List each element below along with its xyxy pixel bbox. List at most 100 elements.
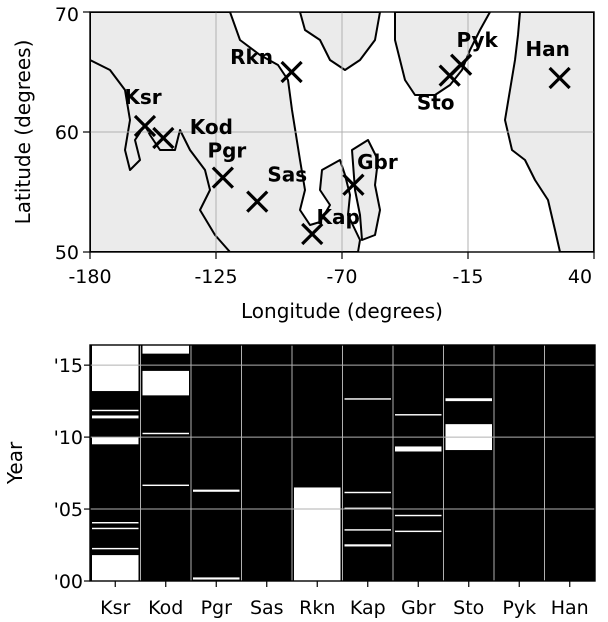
missing-data-gap (92, 409, 139, 412)
x-marker (280, 60, 303, 84)
heatmap-x-tick-label: Sas (250, 597, 284, 619)
station-column-ksr (90, 345, 141, 581)
heatmap-y-tick-label: '00 (54, 571, 83, 593)
map-x-tick-label: -15 (452, 266, 483, 288)
labrador-coast (351, 139, 381, 241)
missing-data-gap (344, 398, 391, 400)
missing-data-gap (92, 555, 139, 581)
missing-data-gap (142, 370, 189, 396)
station-column-kod (140, 345, 191, 581)
station-label: Pyk (456, 28, 498, 52)
missing-data-gap (344, 544, 391, 547)
missing-data-gap (395, 414, 442, 416)
station-marker-gbr: Gbr (342, 150, 398, 196)
map-y-axis-label: Latitude (degrees) (11, 40, 35, 225)
heatmap-x-tick-label: Kap (350, 597, 386, 619)
heatmap-y-axis-label: Year (3, 441, 27, 485)
station-column-gbr (393, 345, 444, 581)
data-available-bar (443, 345, 494, 581)
x-marker (301, 222, 324, 246)
station-marker-pyk: Pyk (449, 28, 499, 76)
x-marker (449, 53, 473, 76)
missing-data-gap (344, 529, 391, 531)
heatmap-frame (89, 344, 596, 582)
greenland-iceland (394, 12, 491, 96)
x-marker (152, 126, 175, 150)
heatmap-y-tick-label: '10 (54, 427, 83, 449)
missing-data-gap (193, 489, 240, 492)
data-available-bar (342, 345, 393, 581)
station-column-pgr (191, 345, 242, 581)
map-y-tick-label: 70 (55, 4, 79, 26)
heatmap-x-tick-label: Sto (453, 597, 484, 619)
station-label: Sto (417, 91, 455, 115)
station-label: Pgr (207, 139, 246, 163)
x-marker (548, 66, 571, 90)
heatmap-x-tick-label: Kod (148, 597, 183, 619)
station-column-sto (443, 345, 494, 581)
heatmap-x-tick-label: Gbr (401, 597, 436, 619)
x-marker (342, 173, 365, 196)
missing-data-gap (92, 522, 139, 524)
x-marker (133, 114, 157, 138)
missing-data-gap (92, 527, 139, 530)
x-marker (246, 190, 269, 213)
map-y-ticks: 50 60 70 (55, 4, 90, 264)
station-marker-sto: Sto (417, 64, 461, 115)
map-x-ticks: -180 -125 -70 -15 40 (68, 252, 595, 288)
data-available-bar (191, 345, 242, 581)
map-x-tick-label: 40 (568, 266, 592, 288)
map-x-tick-label: -125 (194, 266, 237, 288)
heatmap-x-tick-label: Pgr (201, 597, 233, 619)
station-marker-kap: Kap (301, 205, 360, 246)
station-column-han (544, 345, 595, 581)
heatmap-y-tick-label: '05 (54, 499, 83, 521)
missing-data-gap (344, 507, 391, 510)
heatmap-y-tick-label: '15 (54, 355, 83, 377)
data-available-bar (241, 345, 292, 581)
data-available-bar (494, 345, 545, 581)
heatmap-x-tick-label: Pyk (502, 597, 536, 619)
station-marker-han: Han (525, 37, 571, 90)
station-marker-kod: Kod (152, 115, 233, 150)
heatmap-cells (90, 345, 595, 581)
station-column-sas (241, 345, 292, 581)
data-available-bar (544, 345, 595, 581)
missing-data-gap (395, 446, 442, 452)
availability-panel: '00 '05 '10 '15 Ksr Kod Pgr Sas Rkn Kap Gbr Sto… (3, 344, 596, 619)
missing-data-gap (142, 484, 189, 487)
missing-data-gap (395, 530, 442, 533)
arctic-islands (299, 12, 381, 71)
missing-data-gap (142, 345, 189, 354)
data-available-bar (393, 345, 444, 581)
heatmap-x-tick-label: Ksr (100, 597, 130, 619)
alaska-peninsula (90, 59, 231, 252)
missing-data-gap (193, 577, 240, 580)
station-marker-rkn: Rkn (230, 45, 303, 84)
station-label: Ksr (124, 85, 161, 109)
missing-data-gap (92, 547, 139, 550)
missing-data-gap (92, 345, 139, 392)
missing-data-gap (445, 398, 492, 402)
station-label: Sas (267, 163, 307, 187)
map-x-tick-label: -180 (68, 266, 111, 288)
heatmap-x-tick-label: Han (551, 597, 589, 619)
station-marker-ksr: Ksr (124, 85, 162, 138)
heatmap-x-ticks: Ksr Kod Pgr Sas Rkn Kap Gbr Sto Pyk Han (100, 581, 589, 619)
missing-data-gap (92, 415, 139, 419)
heatmap-y-ticks: '00 '05 '10 '15 (54, 355, 90, 593)
station-column-kap (342, 345, 393, 581)
station-label: Han (525, 37, 569, 61)
missing-data-gap (294, 487, 341, 581)
station-label: Rkn (230, 45, 273, 69)
x-marker (211, 166, 235, 189)
heatmap-x-tick-label: Rkn (299, 597, 335, 619)
station-marker-pgr: Pgr (207, 139, 246, 189)
station-marker-sas: Sas (246, 163, 307, 213)
missing-data-gap (142, 432, 189, 435)
station-column-pyk (494, 345, 545, 581)
station-label: Kod (190, 115, 233, 139)
